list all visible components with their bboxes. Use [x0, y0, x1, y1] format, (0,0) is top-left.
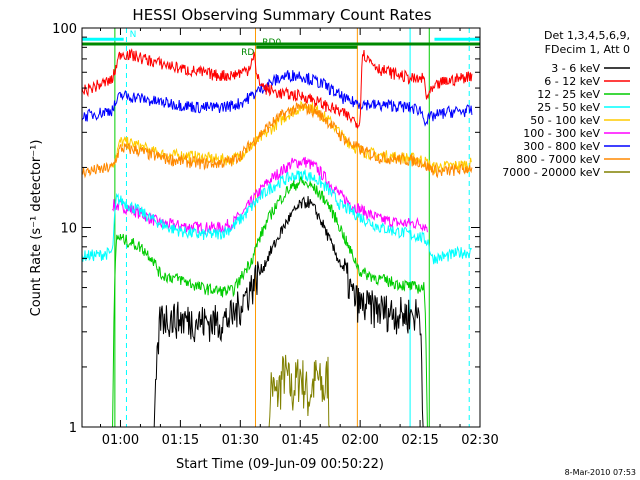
series-line-1	[152, 196, 425, 427]
x-tick-label-4: 01:45	[282, 433, 319, 448]
series-line-9	[267, 354, 331, 427]
legend-header-1: Det 1,3,4,5,6,9,	[544, 29, 630, 42]
y-axis-label: Count Rate (s⁻¹ detector⁻¹)	[29, 140, 44, 317]
y-tick-label-2: 10	[60, 222, 77, 237]
x-axis: 01:00 01:15 01:30 01:45 02:00 02:15 02:30	[99, 28, 499, 448]
series-line-4	[82, 169, 472, 265]
legend-label-2: 6 - 12 keV	[544, 75, 600, 88]
legend-label-5: 50 - 100 keV	[530, 114, 600, 127]
legend-label-7: 300 - 800 keV	[523, 140, 600, 153]
legend-label-9: 7000 - 20000 keV	[502, 166, 600, 179]
y-tick-label-1: 1	[69, 421, 77, 436]
legend-label-3: 12 - 25 keV	[537, 88, 600, 101]
plot-content	[82, 28, 480, 427]
x-tick-label-3: 01:30	[222, 433, 259, 448]
flag-label-1: N	[130, 30, 137, 40]
x-axis-label: Start Time (09-Jun-09 00:50:22)	[176, 457, 384, 472]
x-tick-label-6: 02:15	[401, 433, 438, 448]
footer-timestamp: 8-Mar-2010 07:53	[565, 468, 636, 477]
series-line-3	[112, 176, 428, 427]
x-tick-label-2: 01:15	[162, 433, 199, 448]
legend-label-6: 100 - 300 keV	[523, 127, 600, 140]
y-axis: 1 10 100	[52, 22, 480, 436]
series-line-8	[82, 101, 473, 179]
chart-title: HESSI Observing Summary Count Rates	[132, 6, 431, 24]
x-tick-label-5: 02:00	[341, 433, 378, 448]
flag-label-3: RD	[241, 48, 254, 58]
legend-header-2: FDecim 1, Att 0	[545, 43, 630, 56]
series-line-2	[82, 48, 473, 129]
legend-label-1: 3 - 6 keV	[551, 62, 600, 75]
x-tick-label-1: 01:00	[102, 433, 139, 448]
series-line-7	[82, 70, 473, 127]
plot-area: N RD RD0	[82, 28, 480, 427]
legend-label-8: 800 - 7000 keV	[516, 153, 600, 166]
legend: Det 1,3,4,5,6,9,FDecim 1, Att 0 3 - 6 keV…	[502, 29, 630, 179]
legend-label-4: 25 - 50 keV	[537, 101, 600, 114]
x-tick-label-7: 02:30	[461, 433, 498, 448]
y-tick-label-3: 100	[52, 22, 77, 37]
flag-label-4: RD0	[262, 38, 281, 48]
